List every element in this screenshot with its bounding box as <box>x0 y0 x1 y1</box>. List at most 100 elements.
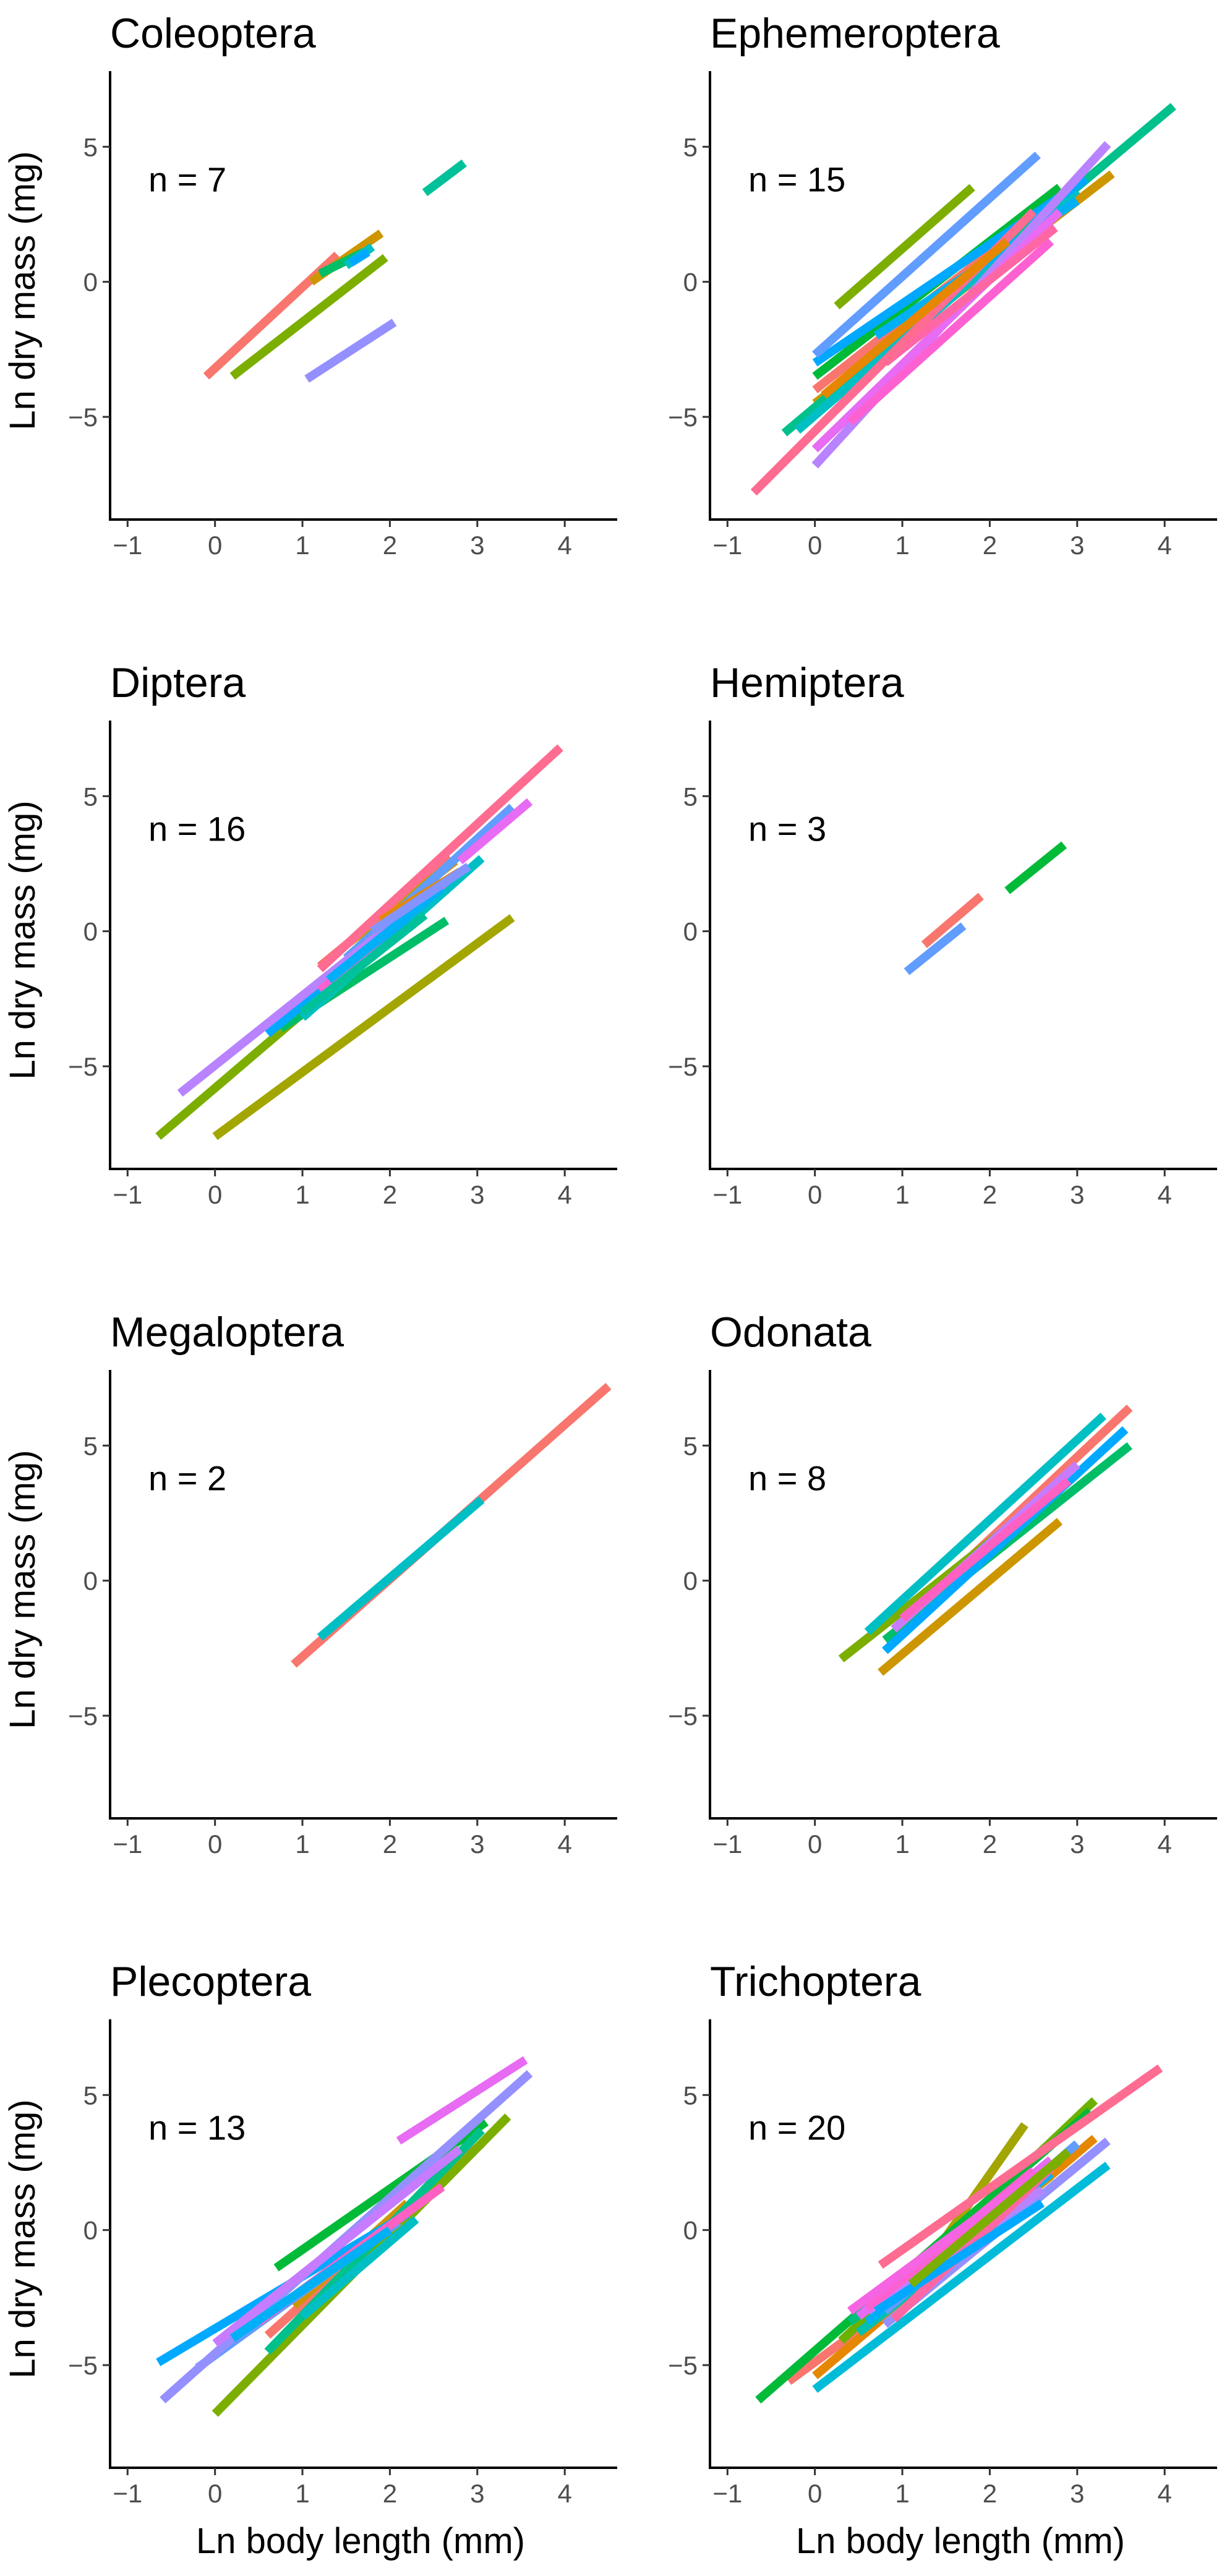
x-tick-label: 3 <box>470 531 484 560</box>
series-line-hemiptera-2 <box>1004 841 1067 894</box>
sample-size-label-odonata: n = 8 <box>748 1459 826 1498</box>
series-line-ephemeroptera-15 <box>821 237 1011 399</box>
x-tick-label: 0 <box>808 1180 822 1209</box>
panels: Coleoptera −1 0 1 2 3 4 −5 0 5 n = 7 Ephemeroptera −… <box>68 10 1217 2508</box>
series-line-coleoptera-7 <box>304 319 397 383</box>
y-tick-label: 5 <box>83 782 98 811</box>
series-line-plecoptera-13 <box>229 2226 393 2342</box>
panel-title-odonata: Odonata <box>710 1309 871 1356</box>
y-tick-label: −5 <box>668 403 698 432</box>
y-tick-label: 5 <box>83 132 98 161</box>
y-tick-label: −5 <box>68 1701 98 1731</box>
series-line-ephemeroptera-13 <box>882 224 1058 367</box>
series-line-ephemeroptera-3 <box>834 184 975 310</box>
series-line-odonata-2 <box>878 1518 1063 1676</box>
panel-title-coleoptera: Coleoptera <box>110 10 316 57</box>
series-line-coleoptera-6 <box>348 248 370 267</box>
x-tick-label: −1 <box>712 1180 742 1209</box>
y-tick-label: 0 <box>83 2216 98 2245</box>
series-line-diptera-4 <box>212 914 515 1140</box>
sample-size-label-trichoptera: n = 20 <box>748 2108 845 2147</box>
x-tick-label: 1 <box>895 531 909 560</box>
series-line-diptera-12 <box>317 744 563 972</box>
x-tick-label: 1 <box>895 1180 909 1209</box>
y-axis-title-row3: Ln dry mass (mg) <box>2 1450 43 1729</box>
x-tick-label: 0 <box>808 2479 822 2508</box>
x-tick-label: 3 <box>1070 1180 1084 1209</box>
x-tick-label: −1 <box>712 2479 742 2508</box>
y-axis-title-row4: Ln dry mass (mg) <box>2 2099 43 2378</box>
x-tick-label: 2 <box>983 1829 997 1859</box>
panel-trichoptera: Trichoptera −1 0 1 2 3 4 −5 0 5 n = 20 <box>668 1958 1217 2508</box>
panel-ephemeroptera: Ephemeroptera −1 0 1 2 3 4 −5 0 5 n = 15 <box>668 10 1217 560</box>
y-tick-label: −5 <box>668 1052 698 1081</box>
x-tick-label: 0 <box>208 1180 222 1209</box>
x-tick-label: 4 <box>1157 531 1171 560</box>
panel-title-megaloptera: Megaloptera <box>110 1309 344 1356</box>
axis-titles: Ln dry mass (mg) Ln dry mass (mg) Ln dry… <box>2 151 1125 2561</box>
x-tick-label: 0 <box>208 531 222 560</box>
y-tick-label: 0 <box>83 917 98 946</box>
x-tick-label: 2 <box>983 2479 997 2508</box>
x-tick-label: −1 <box>113 1180 142 1209</box>
x-tick-label: 3 <box>470 1829 484 1859</box>
x-tick-label: 2 <box>383 1180 397 1209</box>
x-tick-label: 3 <box>1070 531 1084 560</box>
y-tick-label: −5 <box>68 2351 98 2380</box>
series-line-odonata-6 <box>882 1426 1129 1654</box>
x-tick-label: 4 <box>557 1829 571 1859</box>
series-line-diptera-13 <box>299 912 428 1016</box>
y-tick-label: 0 <box>683 917 698 946</box>
x-tick-label: 2 <box>383 2479 397 2508</box>
x-tick-label: 4 <box>557 531 571 560</box>
panel-plecoptera: Plecoptera −1 0 1 2 3 4 −5 0 5 n = 13 <box>68 1958 617 2508</box>
panel-diptera: Diptera −1 0 1 2 3 4 −5 0 5 n = 16 <box>68 659 617 1209</box>
panel-title-trichoptera: Trichoptera <box>710 1958 921 2005</box>
x-tick-label: 3 <box>1070 2479 1084 2508</box>
y-tick-label: 0 <box>683 268 698 297</box>
x-tick-label: 0 <box>208 2479 222 2508</box>
panel-megaloptera: Megaloptera −1 0 1 2 3 4 −5 0 5 n = 2 <box>68 1309 617 1859</box>
y-tick-label: 0 <box>83 268 98 297</box>
panel-hemiptera: Hemiptera −1 0 1 2 3 4 −5 0 5 n = 3 <box>668 659 1217 1209</box>
panel-title-diptera: Diptera <box>110 659 246 706</box>
y-tick-label: 5 <box>683 132 698 161</box>
series-line-megaloptera-2 <box>317 1496 485 1641</box>
sample-size-label-ephemeroptera: n = 15 <box>748 160 845 199</box>
y-tick-label: 5 <box>83 2081 98 2110</box>
x-tick-label: 3 <box>470 1180 484 1209</box>
panel-coleoptera: Coleoptera −1 0 1 2 3 4 −5 0 5 n = 7 <box>68 10 617 560</box>
sample-size-label-diptera: n = 16 <box>148 810 246 849</box>
x-tick-label: 1 <box>295 1180 309 1209</box>
series-line-trichoptera-17 <box>878 2064 1163 2269</box>
x-tick-label: 2 <box>383 531 397 560</box>
x-tick-label: 0 <box>808 531 822 560</box>
x-tick-label: 4 <box>1157 1829 1171 1859</box>
x-tick-label: 1 <box>295 531 309 560</box>
series-line-plecoptera-6 <box>299 2215 419 2320</box>
series-line-odonata-5 <box>864 1413 1106 1635</box>
x-tick-label: −1 <box>113 1829 142 1859</box>
series-line-ephemeroptera-12 <box>847 237 1054 426</box>
x-tick-label: −1 <box>113 2479 142 2508</box>
x-tick-label: 1 <box>895 2479 909 2508</box>
x-tick-label: −1 <box>712 531 742 560</box>
x-tick-label: −1 <box>712 1829 742 1859</box>
x-tick-label: 2 <box>983 531 997 560</box>
series-line-trichoptera-20 <box>908 2148 1072 2288</box>
series-line-trichoptera-19 <box>873 2199 1045 2315</box>
sample-size-label-hemiptera: n = 3 <box>748 810 826 849</box>
x-tick-label: 4 <box>1157 2479 1171 2508</box>
series-line-coleoptera-3 <box>229 254 388 380</box>
sample-size-label-coleoptera: n = 7 <box>148 160 226 199</box>
y-tick-label: −5 <box>68 403 98 432</box>
x-tick-label: 1 <box>895 1829 909 1859</box>
x-tick-label: 4 <box>557 2479 571 2508</box>
x-tick-label: 0 <box>208 1829 222 1859</box>
y-tick-label: 5 <box>83 1431 98 1460</box>
series-line-diptera-15 <box>326 884 445 983</box>
y-tick-label: 5 <box>683 782 698 811</box>
x-tick-label: 4 <box>557 1180 571 1209</box>
sample-size-label-plecoptera: n = 13 <box>148 2108 246 2147</box>
